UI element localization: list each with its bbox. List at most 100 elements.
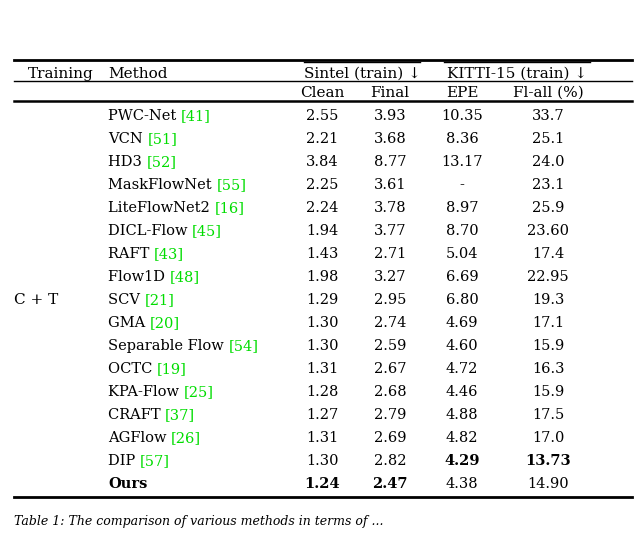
Text: 3.93: 3.93 <box>374 109 406 123</box>
Text: Final: Final <box>371 86 410 100</box>
Text: 2.25: 2.25 <box>306 178 338 192</box>
Text: 4.38: 4.38 <box>445 477 478 491</box>
Text: 3.84: 3.84 <box>306 155 339 169</box>
Text: [21]: [21] <box>145 293 175 307</box>
Text: 2.59: 2.59 <box>374 339 406 353</box>
Text: 8.97: 8.97 <box>445 201 478 215</box>
Text: 1.31: 1.31 <box>306 431 338 445</box>
Text: DIP: DIP <box>108 454 140 468</box>
Text: GMA: GMA <box>108 316 150 330</box>
Text: 2.24: 2.24 <box>306 201 338 215</box>
Text: AGFlow: AGFlow <box>108 431 171 445</box>
Text: [37]: [37] <box>165 408 195 422</box>
Text: 13.73: 13.73 <box>525 454 571 468</box>
Text: 2.67: 2.67 <box>374 362 406 376</box>
Text: 2.47: 2.47 <box>372 477 408 491</box>
Text: KPA-Flow: KPA-Flow <box>108 385 184 399</box>
Text: CRAFT: CRAFT <box>108 408 165 422</box>
Text: OCTC: OCTC <box>108 362 157 376</box>
Text: [43]: [43] <box>154 247 184 261</box>
Text: 23.1: 23.1 <box>532 178 564 192</box>
Text: RAFT: RAFT <box>108 247 154 261</box>
Text: 1.31: 1.31 <box>306 362 338 376</box>
Text: [45]: [45] <box>192 224 222 238</box>
Text: 4.69: 4.69 <box>445 316 478 330</box>
Text: 4.29: 4.29 <box>444 454 480 468</box>
Text: -: - <box>460 178 465 192</box>
Text: 24.0: 24.0 <box>532 155 564 169</box>
Text: Table 1: The comparison of various methods in terms of ...: Table 1: The comparison of various metho… <box>14 515 383 528</box>
Text: [25]: [25] <box>184 385 214 399</box>
Text: 2.55: 2.55 <box>306 109 338 123</box>
Text: 2.74: 2.74 <box>374 316 406 330</box>
Text: Ours: Ours <box>108 477 147 491</box>
Text: 4.72: 4.72 <box>446 362 478 376</box>
Text: 3.27: 3.27 <box>374 270 406 284</box>
Text: SCV: SCV <box>108 293 145 307</box>
Text: 3.78: 3.78 <box>374 201 406 215</box>
Text: [57]: [57] <box>140 454 170 468</box>
Text: 8.77: 8.77 <box>374 155 406 169</box>
Text: [41]: [41] <box>181 109 211 123</box>
Text: 25.9: 25.9 <box>532 201 564 215</box>
Text: 8.70: 8.70 <box>445 224 478 238</box>
Text: 16.3: 16.3 <box>532 362 564 376</box>
Text: 15.9: 15.9 <box>532 385 564 399</box>
Text: EPE: EPE <box>445 86 478 100</box>
Text: 3.77: 3.77 <box>374 224 406 238</box>
Text: 1.30: 1.30 <box>306 454 339 468</box>
Text: 15.9: 15.9 <box>532 339 564 353</box>
Text: Sintel (train) ↓: Sintel (train) ↓ <box>303 67 420 81</box>
Text: Training: Training <box>28 67 93 81</box>
Text: 1.30: 1.30 <box>306 339 339 353</box>
Text: 17.1: 17.1 <box>532 316 564 330</box>
Text: [26]: [26] <box>171 431 201 445</box>
Text: LiteFlowNet2: LiteFlowNet2 <box>108 201 214 215</box>
Text: 5.04: 5.04 <box>445 247 478 261</box>
Text: 4.46: 4.46 <box>445 385 478 399</box>
Text: 6.80: 6.80 <box>445 293 478 307</box>
Text: 1.24: 1.24 <box>304 477 340 491</box>
Text: 2.21: 2.21 <box>306 132 338 146</box>
Text: [52]: [52] <box>147 155 177 169</box>
Text: 23.60: 23.60 <box>527 224 569 238</box>
Text: Flow1D: Flow1D <box>108 270 170 284</box>
Text: [55]: [55] <box>216 178 246 192</box>
Text: 17.0: 17.0 <box>532 431 564 445</box>
Text: 22.95: 22.95 <box>527 270 569 284</box>
Text: 2.82: 2.82 <box>374 454 406 468</box>
Text: 2.71: 2.71 <box>374 247 406 261</box>
Text: 1.43: 1.43 <box>306 247 338 261</box>
Text: KITTI-15 (train) ↓: KITTI-15 (train) ↓ <box>447 67 587 81</box>
Text: [16]: [16] <box>214 201 244 215</box>
Text: Method: Method <box>108 67 168 81</box>
Text: 1.30: 1.30 <box>306 316 339 330</box>
Text: 4.82: 4.82 <box>445 431 478 445</box>
Text: 1.98: 1.98 <box>306 270 338 284</box>
Text: 4.60: 4.60 <box>445 339 478 353</box>
Text: 33.7: 33.7 <box>532 109 564 123</box>
Text: 1.29: 1.29 <box>306 293 338 307</box>
Text: 6.69: 6.69 <box>445 270 478 284</box>
Text: HD3: HD3 <box>108 155 147 169</box>
Text: MaskFlowNet: MaskFlowNet <box>108 178 216 192</box>
Text: C + T: C + T <box>14 293 58 307</box>
Text: [54]: [54] <box>228 339 259 353</box>
Text: 19.3: 19.3 <box>532 293 564 307</box>
Text: 2.69: 2.69 <box>374 431 406 445</box>
Text: [48]: [48] <box>170 270 200 284</box>
Text: 17.5: 17.5 <box>532 408 564 422</box>
Text: 8.36: 8.36 <box>445 132 478 146</box>
Text: 10.35: 10.35 <box>441 109 483 123</box>
Text: [19]: [19] <box>157 362 187 376</box>
Text: 2.79: 2.79 <box>374 408 406 422</box>
Text: 1.94: 1.94 <box>306 224 338 238</box>
Text: [51]: [51] <box>147 132 177 146</box>
Text: PWC-Net: PWC-Net <box>108 109 181 123</box>
Text: Separable Flow: Separable Flow <box>108 339 228 353</box>
Text: 17.4: 17.4 <box>532 247 564 261</box>
Text: VCN: VCN <box>108 132 147 146</box>
Text: 3.68: 3.68 <box>374 132 406 146</box>
Text: [20]: [20] <box>150 316 180 330</box>
Text: 1.27: 1.27 <box>306 408 338 422</box>
